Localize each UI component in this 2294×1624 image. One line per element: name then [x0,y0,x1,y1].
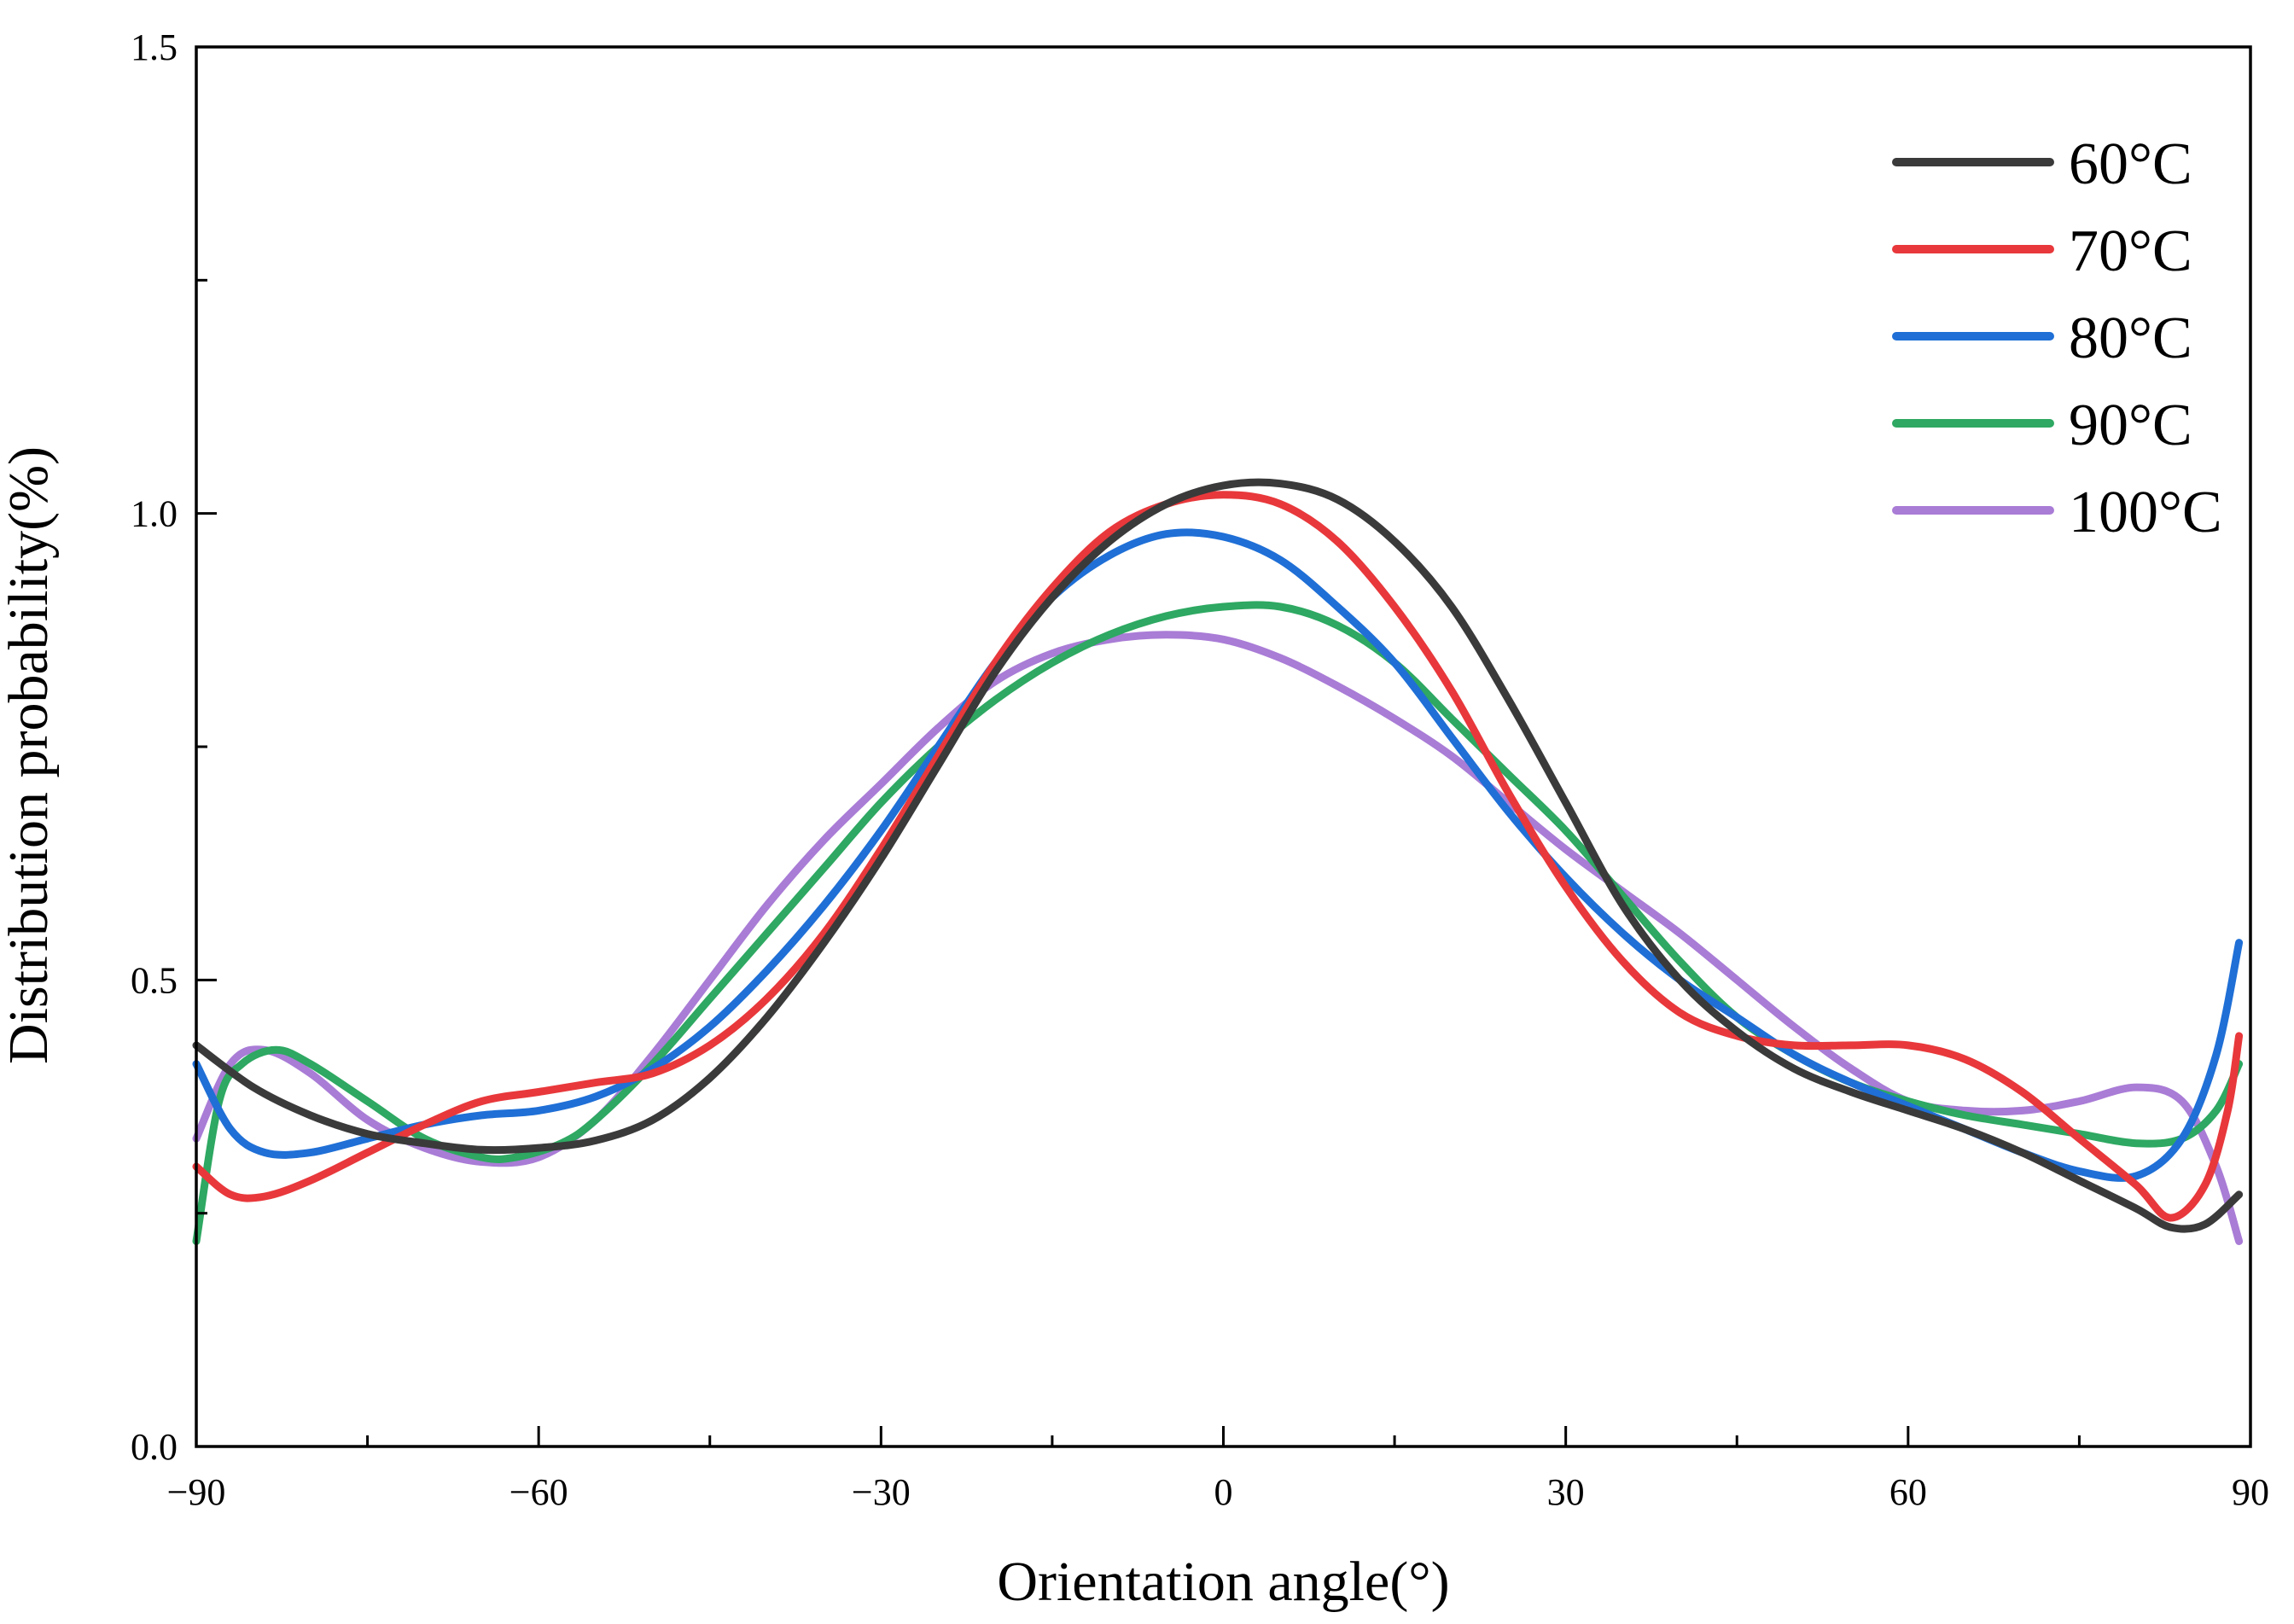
series-line-60CC [192,478,2244,1233]
legend-label-80CC: 80°C [2069,306,2192,371]
legend-label-100CC: 100°C [2069,480,2222,545]
x-axis-title: Orientation angle(°) [997,1551,1449,1613]
series-line-90CC [192,601,2244,1245]
x-tick-label: 90 [2232,1471,2269,1513]
y-tick-label: 1.0 [131,493,178,535]
x-tick-label: 0 [1214,1471,1233,1513]
x-tick-label: −30 [852,1471,911,1513]
plot-frame [195,45,2252,1448]
legend-label-60CC: 60°C [2069,131,2192,197]
legend-label-90CC: 90°C [2069,393,2192,458]
x-tick-label: 30 [1547,1471,1585,1513]
y-tick-label: 0.5 [131,959,178,1001]
legend: 60°C 70°C 80°C 90°C 100°C [1892,131,2222,545]
x-tick-label: −90 [167,1471,226,1513]
series-line-80CC [192,528,2244,1182]
y-tick-label: 1.5 [131,26,178,68]
axes-layer: −90 −60 −30 0 30 60 90 0.0 0.5 1.0 1.5 Orientation … [0,26,2269,1613]
y-axis-title: Distribution probability(%) [0,446,60,1064]
x-tick-label: 60 [1889,1471,1927,1513]
x-tick-label: −60 [509,1471,568,1513]
series-line-70CC [192,491,2244,1222]
legend-label-70CC: 70°C [2069,218,2192,284]
series-layer [192,478,2244,1245]
y-tick-label: 0.0 [131,1426,178,1468]
